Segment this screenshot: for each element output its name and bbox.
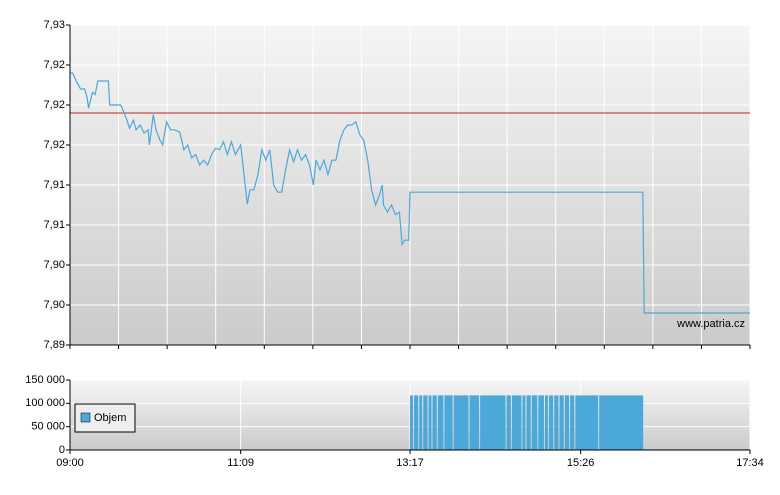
y-tick-label: 7,90 — [44, 299, 65, 311]
volume-bar — [469, 395, 480, 450]
volume-bar — [419, 395, 423, 450]
volume-bar — [526, 395, 531, 450]
volume-bar — [437, 395, 444, 450]
x-tick-label: 09:00 — [56, 457, 84, 469]
volume-bar — [564, 395, 570, 450]
volume-bar — [575, 395, 599, 450]
x-tick-label: 15:26 — [567, 457, 595, 469]
volume-bar — [453, 395, 469, 450]
volume-bar — [599, 395, 644, 450]
volume-bar — [444, 395, 453, 450]
y-tick-label: 0 — [59, 444, 65, 456]
volume-bar — [506, 395, 511, 450]
price-line — [70, 72, 750, 314]
legend-label: Objem — [94, 412, 126, 424]
y-tick-label: 7,91 — [44, 219, 65, 231]
volume-bar — [559, 395, 564, 450]
y-tick-label: 50 000 — [31, 421, 65, 433]
volume-bar — [432, 395, 437, 450]
volume-bar — [531, 395, 538, 450]
volume-bar — [522, 395, 526, 450]
volume-bar — [548, 395, 554, 450]
x-tick-label: 13:17 — [396, 457, 424, 469]
x-tick-label: 11:09 — [227, 457, 254, 469]
volume-bar — [428, 395, 432, 450]
y-tick-label: 150 000 — [25, 374, 65, 386]
y-tick-label: 100 000 — [25, 397, 65, 409]
watermark: www.patria.cz — [676, 318, 745, 330]
volume-bar — [544, 395, 548, 450]
volume-bar — [511, 395, 522, 450]
y-tick-label: 7,91 — [44, 179, 65, 191]
legend-swatch — [80, 412, 91, 423]
y-tick-label: 7,92 — [44, 59, 65, 71]
y-tick-label: 7,90 — [44, 259, 65, 271]
x-tick-label: 17:34 — [736, 457, 764, 469]
y-tick-label: 7,89 — [44, 339, 65, 351]
volume-bar — [423, 395, 428, 450]
volume-bar — [554, 395, 559, 450]
volume-bar — [570, 395, 575, 450]
volume-bar — [480, 395, 506, 450]
y-tick-label: 7,92 — [44, 139, 65, 151]
volume-bar — [413, 395, 419, 450]
y-tick-label: 7,93 — [44, 19, 65, 31]
y-tick-label: 7,92 — [44, 99, 65, 111]
legend: Objem — [74, 403, 136, 433]
volume-bar — [538, 395, 544, 450]
volume-bar — [410, 395, 413, 450]
